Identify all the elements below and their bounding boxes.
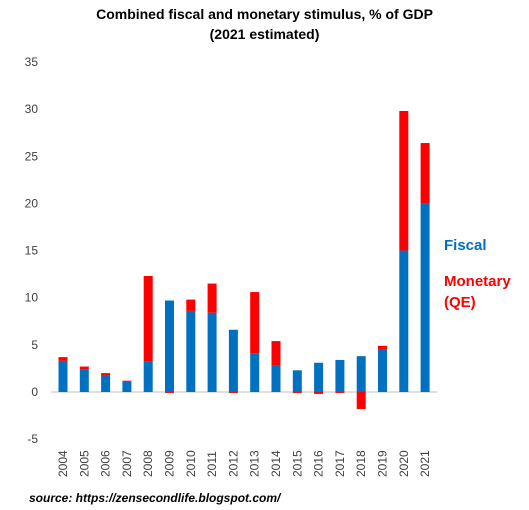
bar-fiscal-2018 bbox=[356, 356, 366, 392]
bar-monetary-2014 bbox=[271, 341, 281, 366]
x-tick-label: 2006 bbox=[99, 450, 113, 477]
bar-fiscal-2009 bbox=[165, 300, 174, 392]
bar-fiscal-2016 bbox=[314, 362, 324, 392]
bar-fiscal-2021 bbox=[420, 203, 430, 392]
x-tick-label: 2020 bbox=[397, 450, 411, 477]
bars bbox=[58, 110, 430, 409]
x-tick-label: 2018 bbox=[354, 450, 368, 477]
x-axis: 2004 2005 2006 2007 2008 2009 2010 2011 2012 2013… bbox=[56, 450, 432, 477]
x-tick-label: 2005 bbox=[77, 450, 91, 477]
source-note: source: https://zensecondlife.blogspot.c… bbox=[29, 491, 281, 505]
x-tick-label: 2019 bbox=[376, 450, 390, 477]
bar-fiscal-2012 bbox=[228, 329, 238, 392]
bar-fiscal-2015 bbox=[292, 370, 302, 392]
legend-monetary: Monetary bbox=[444, 273, 511, 290]
y-tick-label: 10 bbox=[25, 291, 39, 305]
x-tick-label: 2021 bbox=[418, 450, 432, 477]
chart-title: Combined fiscal and monetary stimulus, %… bbox=[0, 4, 529, 44]
bar-monetary-2018 bbox=[356, 392, 366, 409]
bar-fiscal-2020 bbox=[399, 250, 409, 392]
bar-monetary-2017 bbox=[335, 392, 345, 393]
bar-fiscal-2006 bbox=[101, 375, 111, 392]
bar-monetary-2007 bbox=[122, 380, 132, 382]
bar-monetary-2005 bbox=[79, 366, 89, 370]
y-tick-label: 0 bbox=[31, 385, 38, 399]
x-tick-label: 2012 bbox=[226, 450, 240, 477]
bar-fiscal-2008 bbox=[143, 361, 153, 392]
bar-monetary-2006 bbox=[101, 373, 111, 376]
x-tick-label: 2007 bbox=[120, 450, 134, 477]
chart-title-line-2: (2021 estimated) bbox=[209, 26, 320, 42]
x-tick-label: 2009 bbox=[163, 450, 177, 477]
y-tick-label: 35 bbox=[25, 55, 39, 69]
x-tick-label: 2014 bbox=[269, 450, 283, 477]
bar-monetary-2008 bbox=[143, 276, 153, 362]
bar-monetary-2015 bbox=[292, 392, 302, 393]
bar-fiscal-2019 bbox=[378, 349, 387, 392]
bar-fiscal-2011 bbox=[207, 312, 217, 392]
legend-qe: (QE) bbox=[444, 294, 476, 311]
x-tick-label: 2008 bbox=[141, 450, 155, 477]
y-tick-label: 5 bbox=[31, 338, 38, 352]
bar-monetary-2010 bbox=[186, 299, 196, 311]
bar-fiscal-2010 bbox=[186, 310, 196, 392]
bar-monetary-2013 bbox=[250, 292, 260, 354]
bar-monetary-2016 bbox=[314, 392, 324, 394]
bar-monetary-2021 bbox=[420, 143, 430, 204]
bar-monetary-2004 bbox=[58, 357, 68, 361]
bar-monetary-2011 bbox=[207, 283, 217, 313]
y-tick-label: 15 bbox=[25, 244, 39, 258]
bar-fiscal-2013 bbox=[250, 353, 260, 392]
y-tick-label: 20 bbox=[25, 196, 39, 210]
chart-title-line-1: Combined fiscal and monetary stimulus, %… bbox=[96, 6, 433, 22]
y-tick-label: 30 bbox=[25, 102, 39, 116]
x-tick-label: 2004 bbox=[56, 450, 70, 477]
x-tick-label: 2016 bbox=[312, 450, 326, 477]
bar-monetary-2009 bbox=[165, 392, 174, 393]
legend-fiscal: Fiscal bbox=[444, 237, 487, 254]
y-tick-label: 25 bbox=[25, 149, 39, 163]
bar-monetary-2019 bbox=[378, 345, 387, 350]
x-tick-label: 2015 bbox=[290, 450, 304, 477]
y-axis: -5 0 5 10 15 20 25 30 35 bbox=[25, 55, 438, 446]
bar-fiscal-2005 bbox=[79, 369, 89, 392]
bar-fiscal-2007 bbox=[122, 381, 132, 392]
x-tick-label: 2011 bbox=[205, 451, 219, 477]
bar-fiscal-2004 bbox=[58, 360, 68, 392]
bar-fiscal-2014 bbox=[271, 365, 281, 392]
x-tick-label: 2013 bbox=[248, 450, 262, 477]
y-tick-label: -5 bbox=[27, 432, 38, 446]
x-tick-label: 2010 bbox=[184, 450, 198, 477]
bar-monetary-2020 bbox=[399, 110, 409, 251]
bar-fiscal-2017 bbox=[335, 359, 345, 392]
x-tick-label: 2017 bbox=[333, 450, 347, 477]
bar-monetary-2012 bbox=[228, 392, 238, 393]
